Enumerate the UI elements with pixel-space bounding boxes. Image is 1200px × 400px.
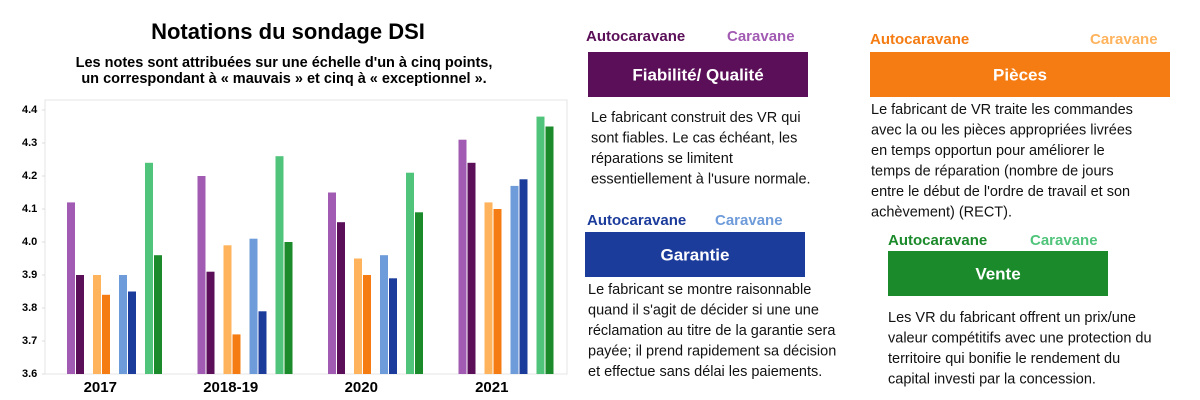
x-tick-label: 2020 (345, 379, 378, 396)
legend-description: et effectue sans délai les paiements. (588, 364, 822, 380)
legend-description: réparations se limitent (591, 151, 733, 167)
legend-description: entre le début de l'ordre de travail et … (871, 184, 1130, 200)
legend-box (588, 52, 808, 97)
legend-description: réclamation au titre de la garantie sera (588, 323, 836, 339)
legend-label: Caravane (715, 212, 783, 229)
bar (510, 185, 519, 374)
legend-description: capital investi par la concession. (888, 371, 1096, 387)
bar (415, 212, 423, 374)
bar (206, 271, 215, 374)
bar (102, 294, 110, 374)
legend-description: temps de réparation (nombre de jours (871, 163, 1114, 179)
legend-title: Garantie (661, 245, 730, 264)
bar (232, 334, 241, 374)
bar (467, 162, 476, 374)
bar (128, 291, 136, 374)
bar (337, 222, 345, 374)
legend-box (585, 232, 805, 277)
legend-description: en temps opportun pour améliorer le (871, 143, 1105, 159)
bar (484, 202, 493, 374)
legend-description: achèvement) (RECT). (871, 204, 1012, 220)
plot-frame (44, 99, 568, 375)
y-tick-label: 4.0 (22, 236, 37, 248)
bar (389, 278, 397, 374)
bar (275, 156, 284, 374)
legend-label: Caravane (1090, 31, 1158, 48)
bar (363, 275, 371, 374)
x-tick-label: 2017 (84, 379, 117, 396)
bar (354, 258, 362, 374)
y-tick-label: 4.1 (22, 203, 37, 215)
legend-label: Autocaravane (870, 31, 969, 48)
bar (380, 255, 388, 374)
bar (545, 126, 554, 374)
legend-label: Autocaravane (586, 28, 685, 45)
legend-description: Le fabricant construit des VR qui (591, 110, 801, 126)
chart-subtitle: Les notes sont attribuées sur une échell… (76, 55, 493, 71)
bar (328, 192, 336, 374)
legend-title: Vente (975, 264, 1020, 283)
bar (197, 176, 206, 374)
y-tick-label: 4.3 (22, 137, 37, 149)
legend-description: sont fiables. Le cas échéant, les (591, 130, 797, 146)
x-tick-label: 2018-19 (203, 379, 258, 396)
legend-label: Autocaravane (888, 232, 987, 249)
legend-label: Caravane (727, 28, 795, 45)
y-tick-label: 4.2 (22, 170, 37, 182)
x-tick-label: 2021 (475, 379, 508, 396)
legend-description: Le fabricant de VR traite les commandes (871, 102, 1133, 118)
y-tick-label: 3.9 (22, 269, 37, 281)
bar (458, 139, 467, 374)
legend-description: valeur compétitifs avec une protection d… (888, 330, 1152, 346)
legend-description: payée; il prend rapidement sa décision (588, 343, 836, 359)
legend-description: avec la ou les pièces appropriées livrée… (871, 122, 1132, 138)
bar (249, 238, 258, 374)
y-tick-label: 3.6 (22, 368, 37, 380)
bar (119, 275, 127, 374)
legend-description: quand il s'agit de décider si une une (588, 302, 819, 318)
bar (67, 202, 75, 374)
legend-title: Fiabilité/ Qualité (632, 65, 763, 84)
bar (536, 116, 545, 374)
bar (93, 275, 101, 374)
legend-title: Pièces (993, 65, 1047, 84)
legend-description: Les VR du fabricant offrent un prix/une (888, 310, 1136, 326)
legend-description: territoire qui bonifie le rendement du (888, 351, 1120, 367)
y-tick-label: 3.7 (22, 335, 37, 347)
bar (284, 242, 293, 374)
bar (406, 172, 414, 374)
bar (154, 255, 162, 374)
legend-description: Le fabricant se montre raisonnable (588, 282, 811, 298)
bar (519, 179, 528, 374)
chart-title: Notations du sondage DSI (151, 19, 425, 44)
legend-label: Caravane (1030, 232, 1098, 249)
y-tick-label: 4.4 (22, 104, 38, 116)
legend-label: Autocaravane (587, 212, 686, 229)
bar (76, 275, 84, 374)
bar (493, 209, 502, 374)
legend-box (888, 251, 1108, 296)
chart-subtitle: un correspondant à « mauvais » et cinq à… (81, 71, 486, 87)
bar (223, 245, 232, 374)
bar (258, 311, 267, 374)
y-tick-label: 3.8 (22, 302, 37, 314)
bar (145, 162, 153, 374)
legend-description: essentiellement à l'usure normale. (591, 171, 811, 187)
legend-box (870, 52, 1170, 97)
